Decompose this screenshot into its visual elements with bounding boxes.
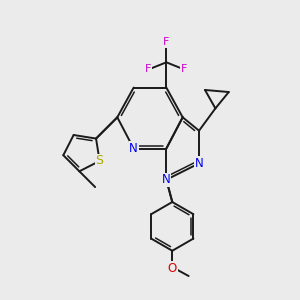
Text: F: F <box>163 38 170 47</box>
Text: N: N <box>129 142 138 155</box>
Text: F: F <box>145 64 152 74</box>
Text: N: N <box>195 157 203 170</box>
Text: F: F <box>181 64 188 74</box>
Text: S: S <box>96 154 104 167</box>
Text: O: O <box>168 262 177 275</box>
Text: N: N <box>162 173 171 186</box>
